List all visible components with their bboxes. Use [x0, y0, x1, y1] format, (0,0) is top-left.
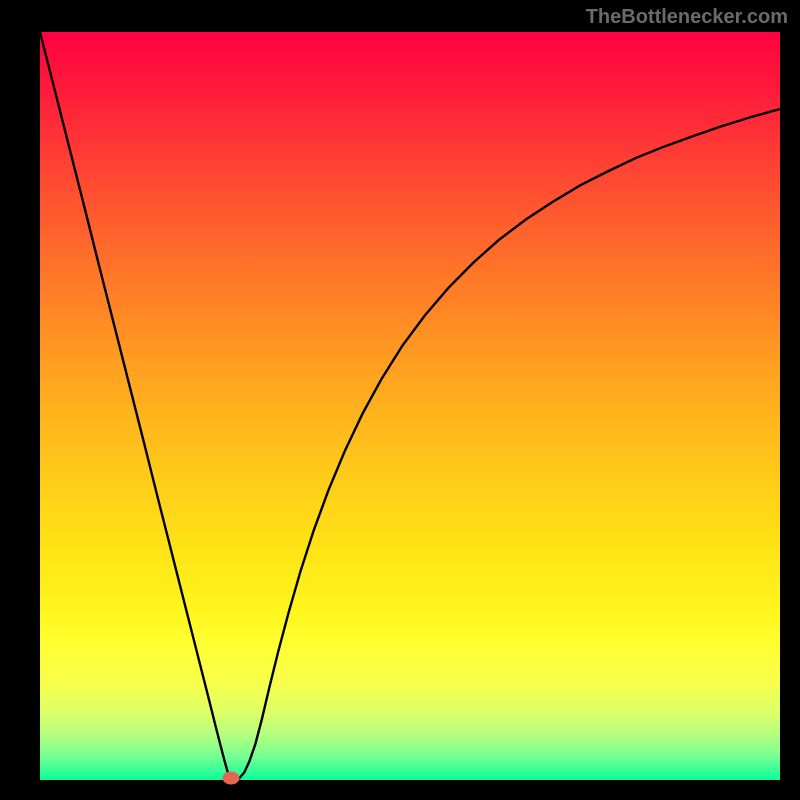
bottleneck-curve	[40, 32, 780, 780]
chart-container: TheBottlenecker.com	[0, 0, 800, 800]
minimum-marker	[222, 771, 239, 784]
curve-svg	[40, 32, 780, 780]
plot-area	[40, 32, 780, 780]
watermark-text: TheBottlenecker.com	[586, 6, 788, 29]
